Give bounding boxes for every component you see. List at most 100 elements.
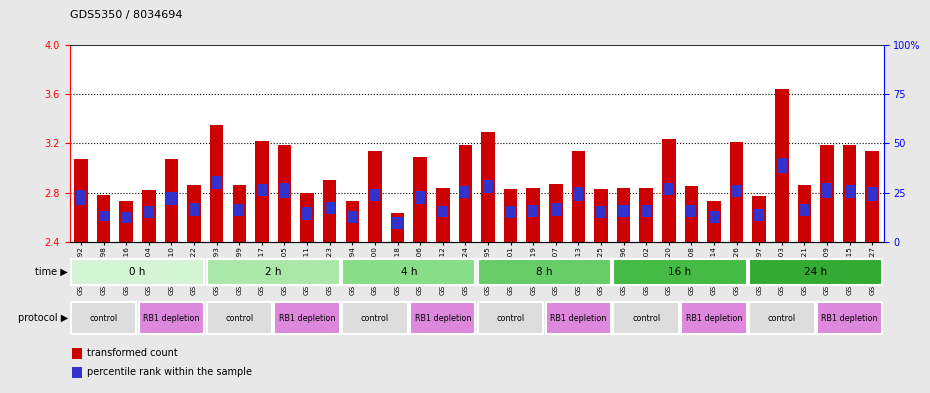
Bar (618, 205, 629, 217)
Bar (749, 259, 883, 285)
Bar (844, 185, 855, 198)
Bar (777, 158, 787, 173)
Bar (368, 151, 381, 242)
Bar (391, 213, 405, 242)
Bar (684, 186, 698, 242)
Bar (323, 180, 337, 242)
Bar (410, 303, 475, 334)
Bar (206, 303, 272, 334)
Bar (119, 201, 133, 242)
Bar (867, 187, 877, 201)
Bar (572, 151, 585, 242)
Bar (573, 187, 583, 201)
Bar (438, 206, 448, 217)
Bar (526, 187, 540, 242)
Bar (798, 185, 811, 242)
Bar (71, 259, 205, 285)
Text: control: control (497, 314, 525, 323)
Bar (166, 193, 177, 205)
Bar (206, 259, 339, 285)
Bar (752, 196, 766, 242)
Bar (478, 303, 543, 334)
Bar (278, 145, 291, 242)
Bar (274, 303, 339, 334)
Bar (594, 189, 607, 242)
Bar (71, 303, 137, 334)
Bar (347, 211, 357, 224)
Bar (342, 303, 407, 334)
Bar (478, 259, 611, 285)
Bar (614, 303, 679, 334)
Bar (820, 145, 834, 242)
Text: RB1 depletion: RB1 depletion (821, 314, 878, 323)
Bar (121, 212, 131, 224)
Bar (528, 205, 538, 217)
Text: time ▶: time ▶ (35, 267, 68, 277)
Bar (74, 160, 87, 242)
Bar (709, 211, 719, 224)
Bar (165, 160, 179, 242)
Bar (302, 207, 312, 220)
Bar (686, 204, 697, 217)
Bar (346, 201, 359, 242)
Bar (799, 204, 809, 216)
Bar (139, 303, 205, 334)
Bar (504, 189, 517, 242)
Bar (370, 189, 380, 201)
Bar (817, 303, 883, 334)
Bar (415, 191, 425, 204)
Bar (144, 206, 154, 219)
Text: control: control (225, 314, 253, 323)
Bar (505, 206, 515, 218)
Bar (664, 183, 674, 195)
Bar (843, 145, 857, 242)
Bar (72, 348, 82, 359)
Bar (732, 185, 741, 197)
Bar (232, 185, 246, 242)
Bar (775, 89, 789, 242)
Bar (257, 184, 267, 196)
Bar (549, 184, 563, 242)
Bar (641, 205, 651, 217)
Bar (730, 142, 743, 242)
Bar (210, 125, 223, 242)
Bar (255, 141, 269, 242)
Bar (614, 259, 747, 285)
Bar (187, 185, 201, 242)
Bar (460, 186, 471, 198)
Bar (639, 187, 653, 242)
Bar (436, 187, 449, 242)
Text: control: control (768, 314, 796, 323)
Bar (300, 193, 313, 242)
Bar (97, 195, 111, 242)
Bar (392, 217, 403, 229)
Bar (866, 151, 879, 242)
Text: RB1 depletion: RB1 depletion (551, 314, 606, 323)
Text: control: control (89, 314, 118, 323)
Bar (596, 206, 606, 218)
Text: percentile rank within the sample: percentile rank within the sample (86, 367, 252, 377)
Bar (551, 204, 561, 216)
Bar (617, 187, 631, 242)
Bar (76, 190, 86, 205)
Bar (754, 209, 764, 221)
Bar (822, 183, 832, 198)
Bar (325, 202, 335, 214)
Bar (483, 180, 493, 193)
Bar (99, 211, 109, 221)
Bar (212, 176, 221, 189)
Bar (481, 132, 495, 242)
Bar (189, 203, 199, 216)
Bar (279, 183, 289, 198)
Text: protocol ▶: protocol ▶ (18, 313, 68, 323)
Bar (546, 303, 611, 334)
Text: 2 h: 2 h (265, 267, 282, 277)
Text: control: control (632, 314, 660, 323)
Text: RB1 depletion: RB1 depletion (143, 314, 200, 323)
Bar (234, 204, 245, 216)
Text: 16 h: 16 h (669, 267, 692, 277)
Text: RB1 depletion: RB1 depletion (279, 314, 336, 323)
Bar (749, 303, 815, 334)
Text: control: control (361, 314, 389, 323)
Text: GDS5350 / 8034694: GDS5350 / 8034694 (70, 10, 182, 20)
